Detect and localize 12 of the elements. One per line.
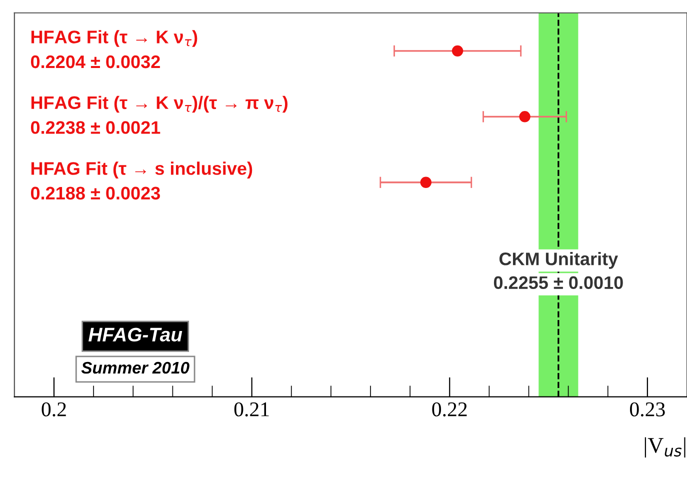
x-tick-label: 0.22 (432, 402, 467, 416)
x-tick-label: 0.23 (630, 402, 665, 416)
x-tick-label: 0.21 (234, 402, 269, 416)
x-axis-title: |V$_{us}$| (644, 437, 686, 458)
ref-line-label: 0.2255 ± 0.0010 (494, 276, 623, 290)
band-label: CKM Unitarity (499, 252, 618, 269)
annotation: Summer 2010 (81, 362, 190, 374)
x-tick-label: 0.2 (42, 402, 66, 416)
annotation: HFAG-Tau (88, 328, 182, 342)
text: HFAG Fit (τ → K ν$_{τ}$)/(τ → π ν$_{τ}$) 0.2238 ± 0.0021 (30, 96, 288, 134)
annotation: HFAG Fit (τ → s inclusive) 0.2188 ± 0.0023 (30, 162, 252, 200)
text: HFAG Fit (τ → K ν$_{τ}$) 0.2204 ± 0.0032 (30, 30, 198, 68)
